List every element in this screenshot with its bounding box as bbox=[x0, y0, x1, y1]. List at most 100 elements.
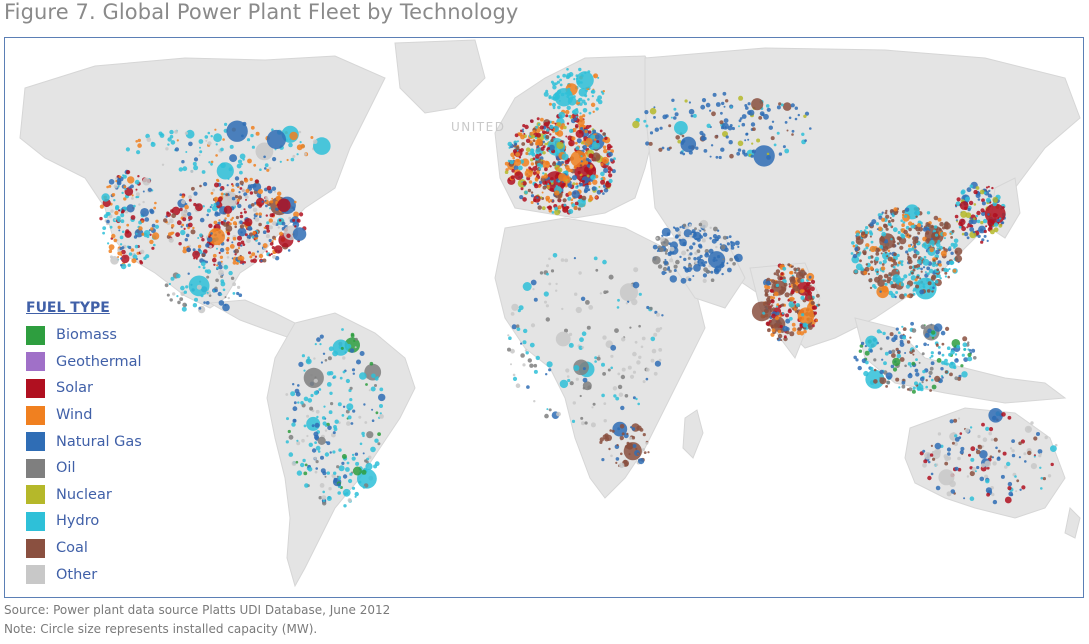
power-plant-marker bbox=[911, 389, 916, 394]
power-plant-marker bbox=[653, 332, 658, 337]
power-plant-marker bbox=[296, 439, 299, 442]
power-plant-marker bbox=[963, 497, 966, 500]
power-plant-marker bbox=[979, 228, 984, 232]
power-plant-marker bbox=[693, 264, 701, 272]
power-plant-marker bbox=[793, 307, 797, 311]
legend-swatch bbox=[26, 565, 45, 585]
power-plant-marker bbox=[135, 232, 138, 235]
power-plant-marker bbox=[956, 220, 959, 223]
legend-label: Solar bbox=[56, 380, 93, 397]
power-plant-marker bbox=[151, 246, 155, 250]
power-plant-marker bbox=[950, 242, 955, 247]
power-plant-marker bbox=[661, 314, 664, 317]
power-plant-marker bbox=[571, 190, 580, 199]
power-plant-marker bbox=[720, 244, 726, 250]
power-plant-marker bbox=[558, 173, 567, 182]
power-plant-marker bbox=[120, 213, 125, 218]
power-plant-marker bbox=[675, 227, 680, 232]
power-plant-marker bbox=[765, 321, 771, 326]
power-plant-marker bbox=[941, 353, 945, 357]
power-plant-marker bbox=[327, 356, 332, 361]
power-plant-marker bbox=[635, 397, 638, 401]
power-plant-marker bbox=[377, 432, 381, 436]
power-plant-marker bbox=[551, 96, 555, 100]
power-plant-marker bbox=[222, 138, 225, 141]
power-plant-marker bbox=[906, 388, 910, 391]
power-plant-marker bbox=[859, 259, 862, 263]
power-plant-marker bbox=[1008, 491, 1013, 497]
power-plant-marker bbox=[725, 135, 729, 139]
power-plant-marker bbox=[988, 189, 991, 193]
power-plant-marker bbox=[600, 189, 603, 193]
power-plant-marker bbox=[899, 245, 904, 250]
power-plant-marker bbox=[590, 134, 596, 140]
power-plant-marker bbox=[351, 453, 355, 457]
power-plant-marker bbox=[171, 206, 181, 216]
power-plant-marker bbox=[171, 224, 175, 228]
power-plant-marker bbox=[530, 191, 534, 194]
power-plant-marker bbox=[885, 209, 888, 213]
power-plant-marker bbox=[961, 353, 965, 357]
power-plant-marker bbox=[220, 281, 226, 287]
power-plant-marker bbox=[949, 480, 956, 488]
power-plant-marker bbox=[868, 278, 873, 283]
power-plant-marker bbox=[107, 212, 111, 216]
power-plant-marker bbox=[893, 207, 898, 212]
power-plant-marker bbox=[983, 229, 987, 234]
power-plant-marker bbox=[667, 266, 670, 269]
power-plant-marker bbox=[361, 431, 365, 436]
power-plant-marker bbox=[581, 195, 587, 201]
power-plant-marker bbox=[526, 385, 530, 389]
power-plant-marker bbox=[530, 323, 536, 328]
power-plant-marker bbox=[941, 342, 945, 346]
power-plant-marker bbox=[614, 328, 619, 333]
power-plant-marker bbox=[539, 164, 544, 168]
power-plant-marker bbox=[597, 354, 601, 358]
power-plant-marker bbox=[780, 339, 783, 342]
power-plant-marker bbox=[351, 456, 356, 461]
power-plant-marker bbox=[564, 328, 568, 333]
power-plant-marker bbox=[540, 117, 544, 122]
power-plant-marker bbox=[366, 460, 369, 464]
power-plant-marker bbox=[271, 128, 274, 131]
power-plant-marker bbox=[620, 452, 623, 456]
power-plant-marker bbox=[133, 235, 138, 239]
power-plant-marker bbox=[776, 273, 780, 277]
power-plant-marker bbox=[200, 261, 206, 267]
power-plant-marker bbox=[678, 234, 681, 237]
power-plant-marker bbox=[910, 321, 914, 326]
power-plant-marker bbox=[714, 265, 722, 273]
power-plant-marker bbox=[177, 300, 181, 305]
power-plant-marker bbox=[907, 247, 912, 252]
world-map: UNITED bbox=[4, 37, 1084, 598]
power-plant-marker bbox=[775, 283, 780, 288]
power-plant-marker bbox=[106, 219, 110, 224]
power-plant-marker bbox=[776, 311, 780, 316]
legend-label: Natural Gas bbox=[56, 433, 142, 450]
power-plant-marker bbox=[560, 126, 564, 130]
power-plant-marker bbox=[967, 352, 972, 357]
power-plant-marker bbox=[226, 184, 229, 187]
power-plant-marker bbox=[902, 378, 905, 382]
power-plant-marker bbox=[557, 205, 562, 210]
power-plant-marker bbox=[510, 363, 512, 366]
power-plant-marker bbox=[630, 426, 633, 429]
power-plant-marker bbox=[629, 326, 632, 329]
power-plant-marker bbox=[182, 166, 188, 172]
power-plant-marker bbox=[513, 165, 519, 171]
power-plant-marker bbox=[1030, 463, 1037, 470]
power-plant-marker bbox=[523, 132, 526, 135]
power-plant-marker bbox=[889, 252, 892, 255]
madagascar-landmass bbox=[682, 409, 704, 459]
power-plant-marker bbox=[218, 300, 225, 306]
power-plant-marker bbox=[123, 197, 127, 201]
power-plant-marker bbox=[554, 82, 558, 86]
power-plant-marker bbox=[703, 149, 708, 153]
power-plant-marker bbox=[188, 198, 192, 202]
power-plant-marker bbox=[885, 227, 889, 231]
power-plant-marker bbox=[960, 364, 964, 368]
power-plant-marker bbox=[884, 351, 889, 356]
power-plant-marker bbox=[223, 193, 226, 196]
power-plant-marker bbox=[739, 117, 743, 120]
power-plant-marker bbox=[766, 107, 771, 112]
